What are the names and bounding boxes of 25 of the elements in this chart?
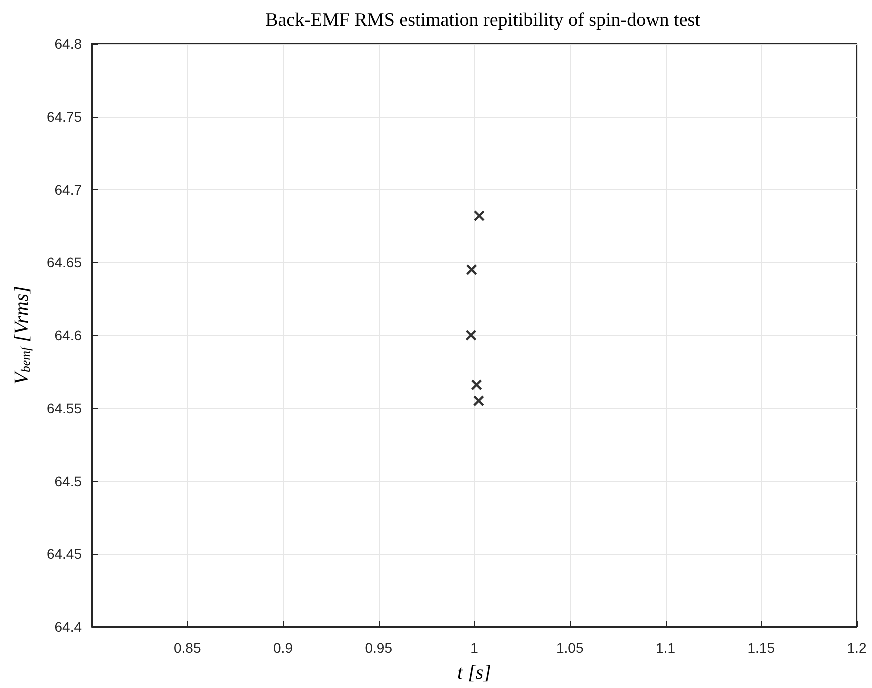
y-tick-label: 64.4: [54, 619, 82, 635]
y-tick-label: 64.5: [54, 473, 82, 490]
point: [466, 264, 478, 276]
y-tick-label: 64.8: [54, 36, 82, 52]
x-tick-label: 1.05: [556, 640, 584, 656]
x-tick-label: 0.85: [174, 640, 202, 656]
y-tick-label: 64.6: [54, 328, 82, 344]
y-tick-label: 64.55: [46, 400, 82, 416]
x-axis-title: t [s]: [458, 662, 492, 684]
x-tick-label: 1.15: [748, 640, 776, 656]
point: [466, 330, 477, 342]
x-tick-label: 1.1: [656, 640, 676, 656]
x-tick-label: 0.9: [274, 640, 294, 656]
y-tick-label: 64.65: [46, 254, 82, 271]
x-tick-label: 1: [470, 640, 479, 656]
y-axis-title: Vbemf [Vrms]: [11, 286, 33, 385]
point: [474, 210, 486, 222]
y-tick-label: 64.75: [46, 108, 82, 125]
y-tick-label: 64.7: [54, 182, 82, 198]
x-tick-label: 0.95: [365, 640, 393, 656]
point: [471, 379, 482, 391]
y-tick-label: 64.45: [46, 546, 82, 562]
x-tick-label: 1.2: [847, 640, 867, 656]
point: [473, 395, 484, 407]
chart-title: Back-EMF RMS estimation repitibility of spin-down test: [266, 10, 702, 31]
